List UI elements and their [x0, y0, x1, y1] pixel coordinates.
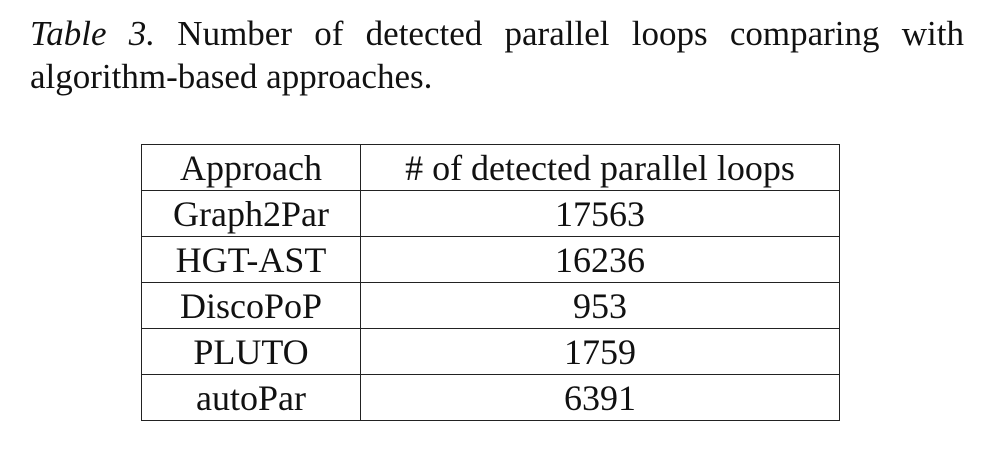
header-parallel-loops: # of detected parallel loops [360, 144, 840, 191]
table-row: Graph2Par 17563 [141, 190, 840, 237]
caption-text: Number of detected parallel loops compar… [30, 14, 964, 96]
cell-approach: autoPar [141, 374, 361, 421]
cell-count: 17563 [360, 190, 840, 237]
table-row: HGT-AST 16236 [141, 236, 840, 283]
results-table: Approach # of detected parallel loops Gr… [141, 144, 840, 421]
cell-count: 16236 [360, 236, 840, 283]
cell-approach: DiscoPoP [141, 282, 361, 329]
caption-label: Table 3. [30, 14, 156, 53]
header-approach: Approach [141, 144, 361, 191]
table-row: DiscoPoP 953 [141, 282, 840, 329]
cell-approach: Graph2Par [141, 190, 361, 237]
cell-approach: HGT-AST [141, 236, 361, 283]
cell-count: 6391 [360, 374, 840, 421]
cell-count: 953 [360, 282, 840, 329]
table-header-row: Approach # of detected parallel loops [141, 144, 840, 191]
table-caption: Table 3. Number of detected parallel loo… [30, 12, 964, 98]
cell-count: 1759 [360, 328, 840, 375]
table-row: PLUTO 1759 [141, 328, 840, 375]
table-row: autoPar 6391 [141, 374, 840, 421]
cell-approach: PLUTO [141, 328, 361, 375]
